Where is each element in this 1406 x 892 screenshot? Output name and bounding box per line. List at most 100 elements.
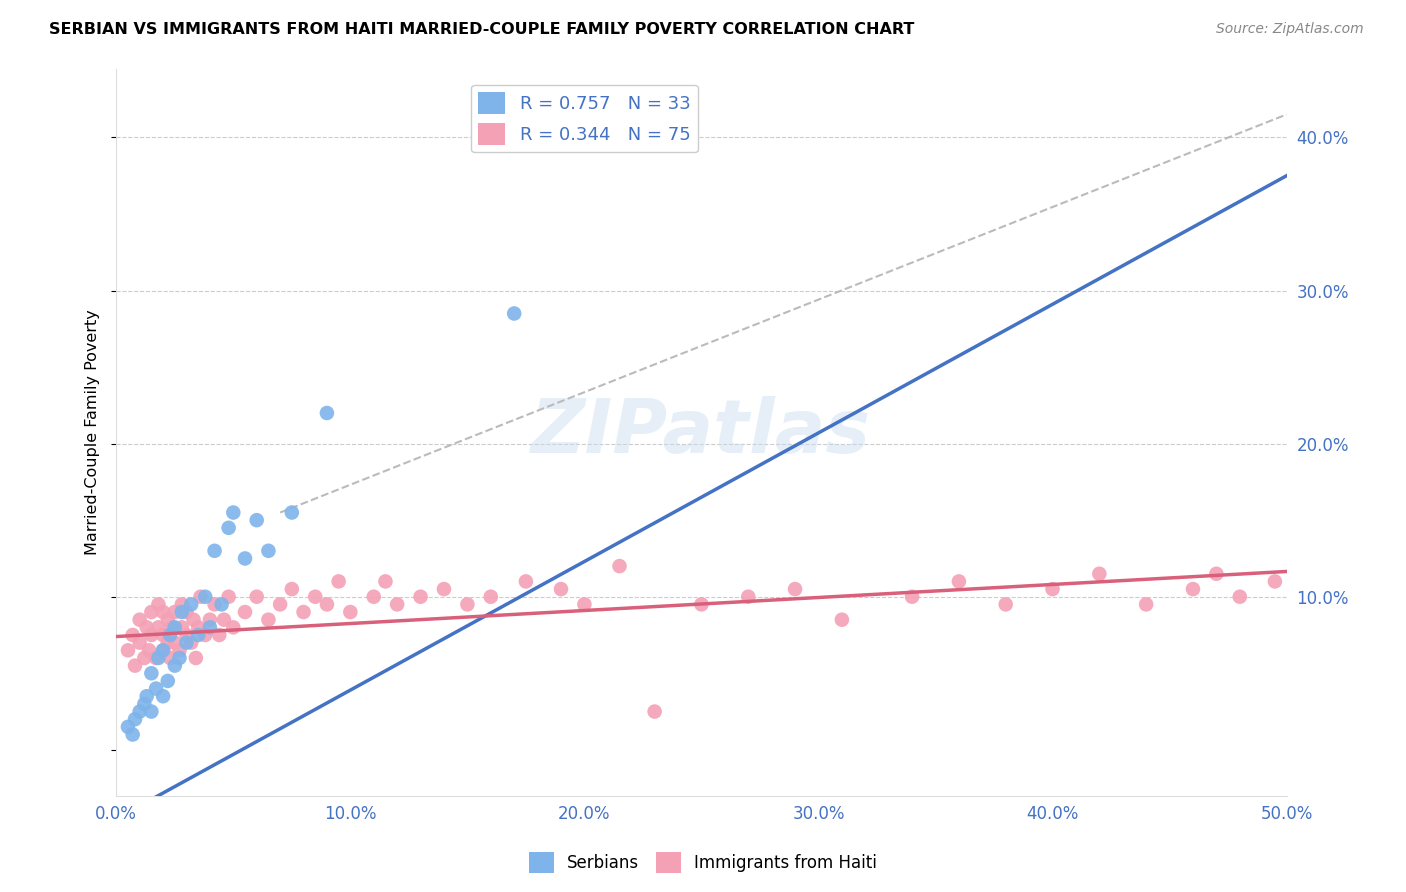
- Point: [187, 620, 209, 634]
- Point: [152, 643, 174, 657]
- Point: [281, 506, 304, 520]
- Point: [737, 590, 759, 604]
- Point: [190, 590, 212, 604]
- Point: [479, 590, 502, 604]
- Point: [159, 628, 181, 642]
- Point: [204, 598, 226, 612]
- Point: [176, 605, 198, 619]
- Point: [124, 658, 146, 673]
- Point: [222, 506, 245, 520]
- Point: [170, 605, 193, 619]
- Point: [169, 651, 191, 665]
- Point: [901, 590, 924, 604]
- Point: [328, 574, 350, 589]
- Point: [409, 590, 432, 604]
- Point: [141, 705, 163, 719]
- Point: [134, 651, 156, 665]
- Point: [141, 666, 163, 681]
- Point: [121, 727, 143, 741]
- Point: [198, 613, 221, 627]
- Point: [1205, 566, 1227, 581]
- Point: [550, 582, 572, 596]
- Point: [152, 605, 174, 619]
- Point: [141, 605, 163, 619]
- Point: [135, 690, 157, 704]
- Point: [163, 605, 186, 619]
- Point: [163, 658, 186, 673]
- Point: [374, 574, 396, 589]
- Point: [304, 590, 326, 604]
- Point: [269, 598, 291, 612]
- Point: [1264, 574, 1286, 589]
- Point: [170, 620, 193, 634]
- Point: [1229, 590, 1251, 604]
- Point: [152, 690, 174, 704]
- Point: [433, 582, 456, 596]
- Point: [316, 406, 339, 420]
- Point: [169, 643, 191, 657]
- Point: [176, 628, 198, 642]
- Point: [233, 605, 256, 619]
- Point: [574, 598, 596, 612]
- Text: ZIPatlas: ZIPatlas: [531, 396, 872, 468]
- Point: [208, 628, 231, 642]
- Point: [339, 605, 361, 619]
- Point: [159, 651, 181, 665]
- Point: [176, 635, 198, 649]
- Point: [117, 720, 139, 734]
- Point: [644, 705, 666, 719]
- Point: [609, 559, 631, 574]
- Text: SERBIAN VS IMMIGRANTS FROM HAITI MARRIED-COUPLE FAMILY POVERTY CORRELATION CHART: SERBIAN VS IMMIGRANTS FROM HAITI MARRIED…: [49, 22, 914, 37]
- Point: [1088, 566, 1111, 581]
- Point: [128, 705, 150, 719]
- Point: [211, 598, 233, 612]
- Point: [222, 620, 245, 634]
- Point: [135, 620, 157, 634]
- Point: [117, 643, 139, 657]
- Point: [152, 643, 174, 657]
- Point: [994, 598, 1017, 612]
- Point: [163, 635, 186, 649]
- Point: [515, 574, 537, 589]
- Point: [128, 635, 150, 649]
- Point: [145, 681, 167, 696]
- Point: [783, 582, 806, 596]
- Point: [156, 673, 179, 688]
- Point: [134, 697, 156, 711]
- Point: [233, 551, 256, 566]
- Point: [141, 628, 163, 642]
- Point: [128, 613, 150, 627]
- Point: [385, 598, 408, 612]
- Point: [124, 712, 146, 726]
- Point: [218, 521, 240, 535]
- Point: [187, 628, 209, 642]
- Point: [180, 635, 202, 649]
- Point: [148, 651, 170, 665]
- Point: [184, 651, 207, 665]
- Point: [156, 635, 179, 649]
- Point: [148, 620, 170, 634]
- Point: [148, 598, 170, 612]
- Point: [1042, 582, 1064, 596]
- Point: [281, 582, 304, 596]
- Point: [1181, 582, 1204, 596]
- Point: [316, 598, 339, 612]
- Point: [257, 613, 280, 627]
- Point: [145, 651, 167, 665]
- Point: [162, 620, 184, 634]
- Point: [246, 590, 269, 604]
- Point: [363, 590, 385, 604]
- Point: [456, 598, 478, 612]
- Point: [138, 643, 160, 657]
- Point: [156, 613, 179, 627]
- Point: [212, 613, 235, 627]
- Point: [218, 590, 240, 604]
- Point: [948, 574, 970, 589]
- Point: [257, 543, 280, 558]
- Point: [194, 628, 217, 642]
- Point: [198, 620, 221, 634]
- Point: [503, 306, 526, 320]
- Y-axis label: Married-Couple Family Poverty: Married-Couple Family Poverty: [86, 310, 100, 555]
- Point: [183, 613, 205, 627]
- Point: [163, 620, 186, 634]
